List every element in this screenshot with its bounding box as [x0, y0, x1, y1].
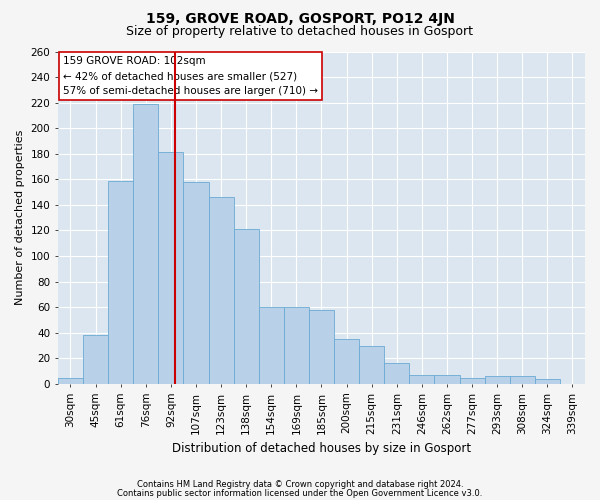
- Bar: [58, 378, 83, 384]
- Bar: [359, 346, 384, 384]
- X-axis label: Distribution of detached houses by size in Gosport: Distribution of detached houses by size …: [172, 442, 471, 455]
- Bar: [309, 310, 334, 384]
- Text: Contains public sector information licensed under the Open Government Licence v3: Contains public sector information licen…: [118, 489, 482, 498]
- Bar: [209, 197, 233, 384]
- Bar: [535, 379, 560, 384]
- Bar: [83, 336, 108, 384]
- Bar: [284, 307, 309, 384]
- Bar: [184, 182, 209, 384]
- Bar: [334, 339, 359, 384]
- Bar: [460, 378, 485, 384]
- Bar: [510, 376, 535, 384]
- Text: 159 GROVE ROAD: 102sqm
← 42% of detached houses are smaller (527)
57% of semi-de: 159 GROVE ROAD: 102sqm ← 42% of detached…: [63, 56, 318, 96]
- Bar: [259, 307, 284, 384]
- Text: Contains HM Land Registry data © Crown copyright and database right 2024.: Contains HM Land Registry data © Crown c…: [137, 480, 463, 489]
- Text: 159, GROVE ROAD, GOSPORT, PO12 4JN: 159, GROVE ROAD, GOSPORT, PO12 4JN: [146, 12, 454, 26]
- Y-axis label: Number of detached properties: Number of detached properties: [15, 130, 25, 306]
- Bar: [434, 375, 460, 384]
- Bar: [233, 229, 259, 384]
- Bar: [384, 364, 409, 384]
- Bar: [485, 376, 510, 384]
- Bar: [133, 104, 158, 384]
- Bar: [158, 152, 184, 384]
- Bar: [409, 375, 434, 384]
- Text: Size of property relative to detached houses in Gosport: Size of property relative to detached ho…: [127, 25, 473, 38]
- Bar: [108, 180, 133, 384]
